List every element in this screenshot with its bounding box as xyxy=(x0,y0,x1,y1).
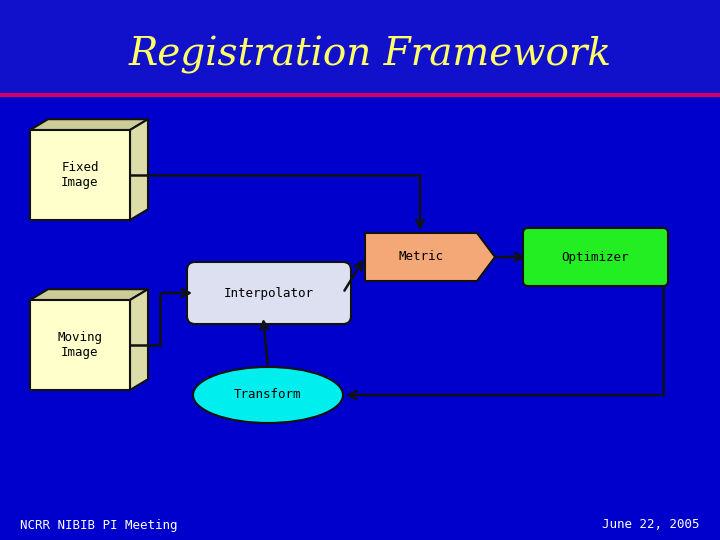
Text: Interpolator: Interpolator xyxy=(224,287,314,300)
Text: June 22, 2005: June 22, 2005 xyxy=(603,518,700,531)
Text: NCRR NIBIB PI Meeting: NCRR NIBIB PI Meeting xyxy=(20,518,178,531)
FancyBboxPatch shape xyxy=(187,262,351,324)
Text: Registration Framework: Registration Framework xyxy=(128,36,611,74)
Polygon shape xyxy=(30,119,148,130)
Text: Optimizer: Optimizer xyxy=(562,251,629,264)
Polygon shape xyxy=(365,233,495,281)
Polygon shape xyxy=(30,289,148,300)
Text: Moving
Image: Moving Image xyxy=(58,331,102,359)
Polygon shape xyxy=(0,0,720,95)
Text: Metric: Metric xyxy=(398,251,444,264)
Ellipse shape xyxy=(193,367,343,423)
FancyBboxPatch shape xyxy=(30,130,130,220)
Polygon shape xyxy=(130,289,148,390)
FancyBboxPatch shape xyxy=(523,228,668,286)
FancyBboxPatch shape xyxy=(30,300,130,390)
Polygon shape xyxy=(130,119,148,220)
Text: Fixed
Image: Fixed Image xyxy=(61,161,99,189)
Text: Transform: Transform xyxy=(234,388,302,402)
